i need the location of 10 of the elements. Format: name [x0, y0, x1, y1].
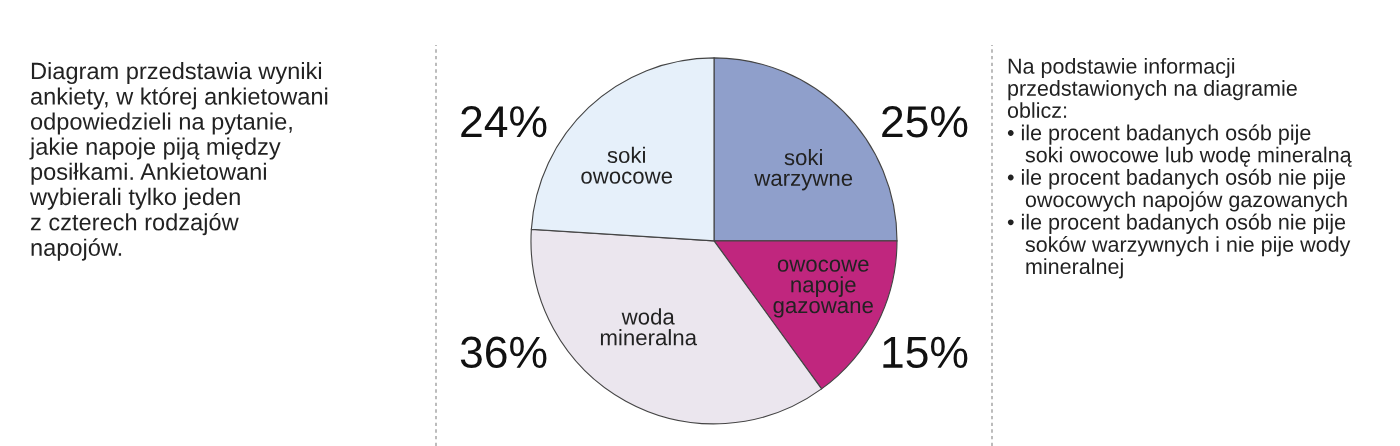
slice-label: owocowe napoje gazowane [773, 259, 873, 318]
data-label: 24% [461, 106, 547, 138]
slice-label: soki owocowe [581, 146, 673, 184]
slice-label: woda mineralna [600, 308, 698, 346]
data-label: 15% [883, 336, 968, 369]
text: Na podstawie informacji przedstawionych na diagramie oblicz: • ile procent badanych osób pije soki owocowe lub wodę mineralną • ile procent badanych osób nie pije owocowych napojów gazowanych • ile procent badanych osób nie pije soków warzywnych i nie pije wody mineralnej [1007, 58, 1352, 279]
data-label: 25% [882, 106, 968, 138]
slice-label: soki warzywne [754, 148, 853, 191]
text: Diagram przedstawia wyniki ankiety, w której ankietowani odpowiedzieli na pytanie, jakie napoje piją między posiłkami. Ankietowani wybierali tylko jeden z czterech rodzajów napojów. [29, 62, 328, 261]
data-label: 36% [460, 336, 547, 369]
